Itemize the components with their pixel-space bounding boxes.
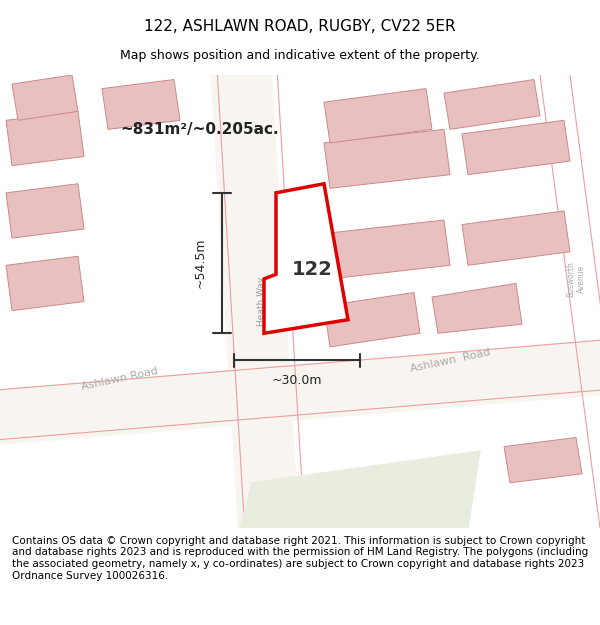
Text: Map shows position and indicative extent of the property.: Map shows position and indicative extent… bbox=[120, 49, 480, 62]
Polygon shape bbox=[210, 52, 300, 551]
Polygon shape bbox=[264, 184, 348, 333]
Text: ~30.0m: ~30.0m bbox=[272, 374, 322, 387]
Polygon shape bbox=[12, 75, 78, 120]
Polygon shape bbox=[324, 89, 432, 143]
Text: Bosworth
Avenue: Bosworth Avenue bbox=[566, 261, 586, 297]
Text: 122: 122 bbox=[292, 261, 332, 279]
Text: ~54.5m: ~54.5m bbox=[194, 238, 207, 288]
Polygon shape bbox=[6, 111, 84, 166]
Polygon shape bbox=[324, 292, 420, 347]
Polygon shape bbox=[462, 120, 570, 174]
Polygon shape bbox=[444, 79, 540, 129]
Text: 122, ASHLAWN ROAD, RUGBY, CV22 5ER: 122, ASHLAWN ROAD, RUGBY, CV22 5ER bbox=[144, 19, 456, 34]
Polygon shape bbox=[504, 438, 582, 483]
Text: Ashlawn Road: Ashlawn Road bbox=[80, 366, 160, 392]
Polygon shape bbox=[102, 79, 180, 129]
Text: Contains OS data © Crown copyright and database right 2021. This information is : Contains OS data © Crown copyright and d… bbox=[12, 536, 588, 581]
Polygon shape bbox=[324, 220, 450, 279]
Polygon shape bbox=[6, 256, 84, 311]
Polygon shape bbox=[6, 184, 84, 238]
Polygon shape bbox=[240, 451, 480, 528]
Text: ~831m²/~0.205ac.: ~831m²/~0.205ac. bbox=[120, 122, 278, 137]
Text: Ashlawn  Road: Ashlawn Road bbox=[409, 347, 491, 374]
Text: Heath Way: Heath Way bbox=[257, 277, 265, 326]
Polygon shape bbox=[324, 129, 450, 188]
Polygon shape bbox=[0, 338, 600, 446]
Polygon shape bbox=[432, 284, 522, 333]
Polygon shape bbox=[462, 211, 570, 265]
